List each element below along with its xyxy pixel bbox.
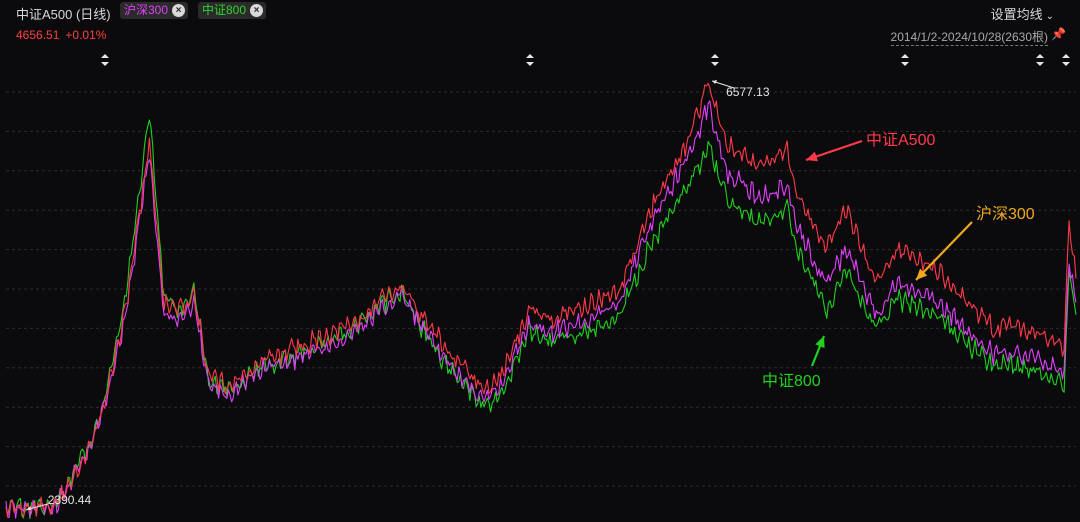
chart-annotations: 6577.13 2390.44 中证A500 沪深300 中证800 [25,80,1035,511]
moving-average-settings-button[interactable]: 设置均线 ⌄ [991,4,1054,23]
event-markers[interactable] [101,54,1070,66]
close-icon[interactable]: × [172,4,186,17]
chart-grid [6,91,1076,487]
hs300-callout-label: 沪深300 [976,205,1035,223]
series-line-zz800 [5,119,1077,520]
min-value-label: 2390.44 [48,493,92,507]
event-marker-icon[interactable] [101,54,109,66]
quote-value: 4656.51 [16,28,60,42]
max-value-label: 6577.13 [726,85,770,99]
event-marker-icon[interactable] [1062,54,1070,66]
event-marker-icon[interactable] [1036,54,1044,66]
event-marker-icon[interactable] [711,54,719,66]
series-tag-label: 沪深300 [124,3,169,17]
min-pointer-arrow-icon [25,506,31,510]
event-marker-icon[interactable] [901,54,909,66]
a500-callout-label: 中证A500 [866,131,935,149]
chevron-down-icon: ⌄ [1045,11,1054,22]
zz800-callout-label: 中证800 [762,372,821,390]
settings-label: 设置均线 [990,7,1043,22]
series-lines [5,82,1077,520]
series-tag-label: 中证800 [202,3,247,17]
current-quote: 4656.51 +0.01% [16,28,106,42]
event-marker-icon[interactable] [526,54,534,66]
max-pointer-arrow-icon [712,80,718,84]
quote-change: +0.01% [65,28,107,42]
series-line-a500 [5,82,1077,518]
close-icon[interactable]: × [250,4,264,17]
date-range-selector[interactable]: 2014/1/2-2024/10/28(2630根) [890,30,1048,46]
series-tag-hs300[interactable]: 沪深300 × [120,2,189,19]
chart-title: 中证A500 (日线) [16,7,111,22]
series-tag-zz800[interactable]: 中证800 × [198,2,267,19]
chart-header: 中证A500 (日线) 沪深300 × 中证800 × 设置均线 ⌄ [0,0,1080,24]
hs300-callout-arrow [915,221,973,281]
series-line-hs300 [5,100,1077,519]
zz800-callout-arrow [810,335,826,367]
pin-icon[interactable]: 📌 [1051,27,1066,41]
a500-callout-arrow [805,139,863,162]
